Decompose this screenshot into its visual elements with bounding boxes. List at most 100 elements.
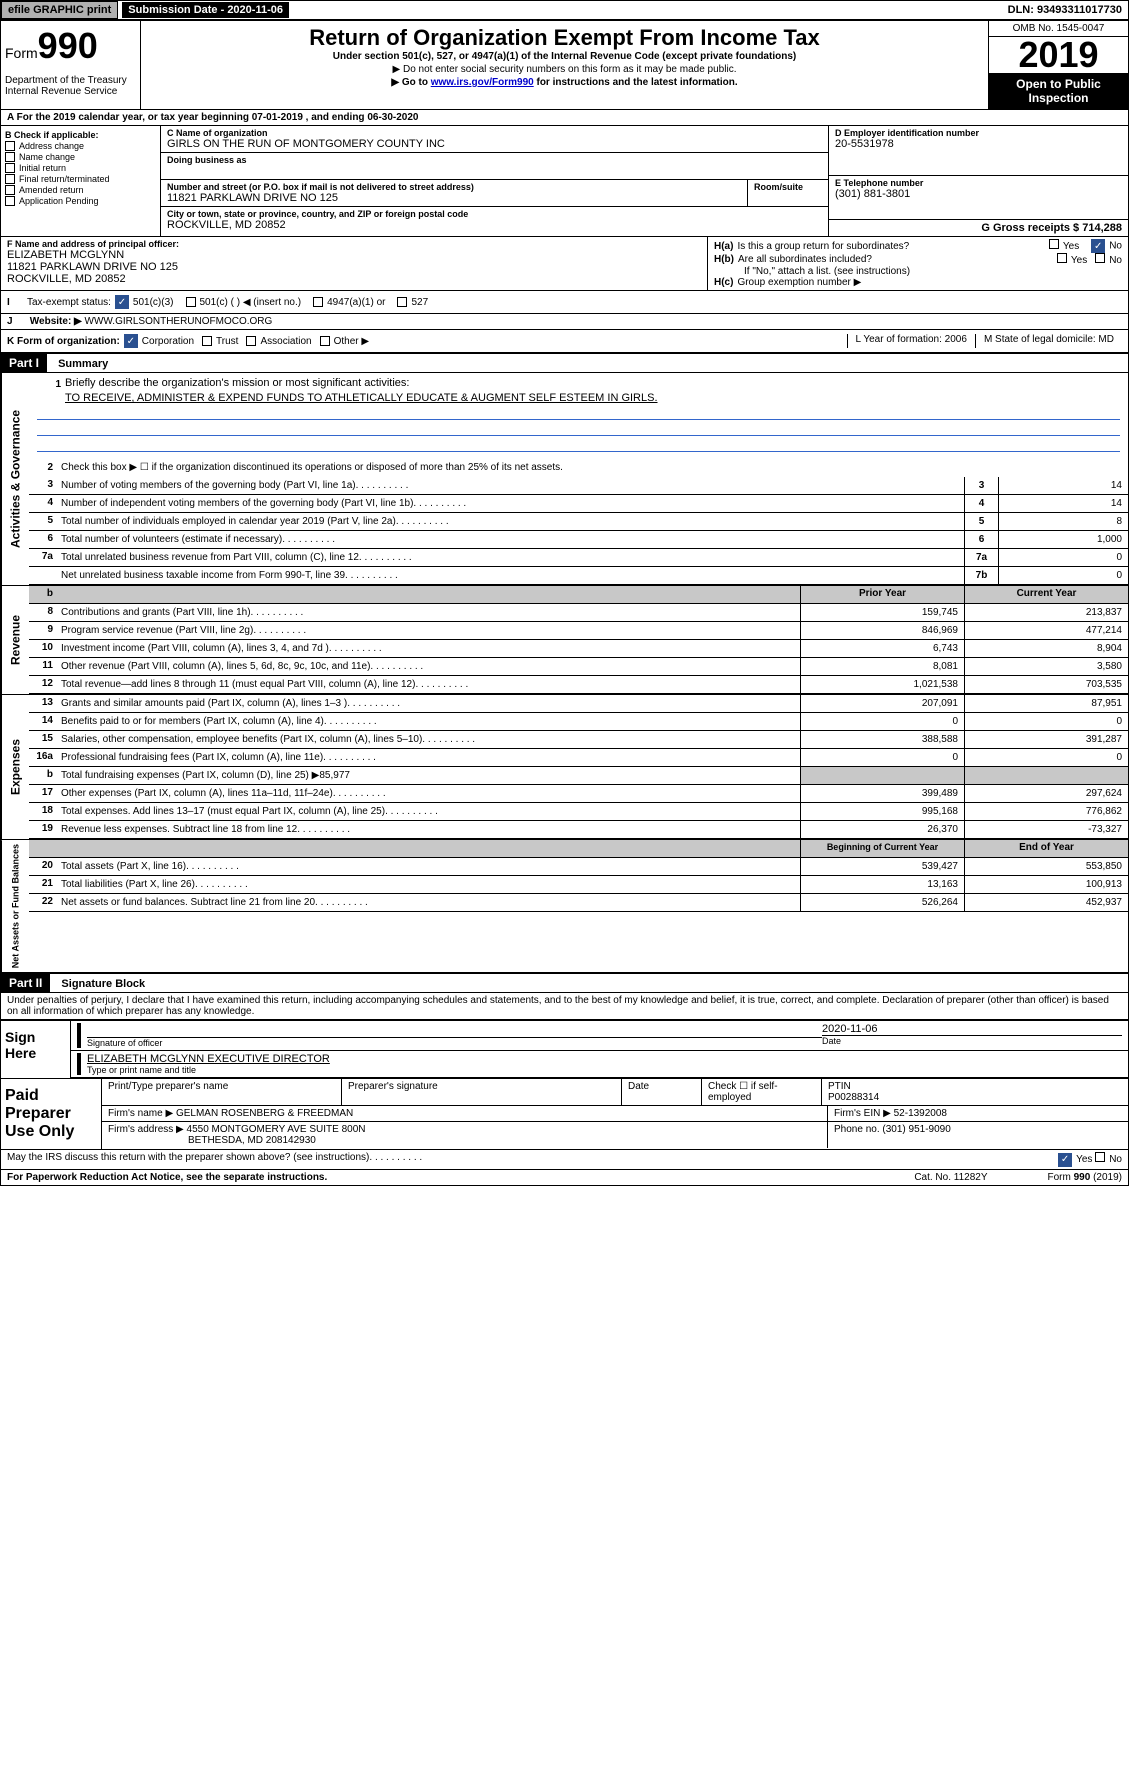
part2-title: Signature Block xyxy=(53,976,153,992)
line-text: Revenue less expenses. Subtract line 18 … xyxy=(57,821,800,838)
hdr-ptin: PTIN xyxy=(828,1081,1122,1092)
tab-net-assets: Net Assets or Fund Balances xyxy=(1,840,29,972)
line-text: Total number of volunteers (estimate if … xyxy=(57,531,964,548)
line-text: Number of independent voting members of … xyxy=(57,495,964,512)
header-right: OMB No. 1545-0047 2019 Open to Public In… xyxy=(988,21,1128,109)
d-label: D Employer identification number xyxy=(835,128,1122,138)
hdr-end-year: End of Year xyxy=(964,840,1128,857)
firm-addr2: BETHESDA, MD 208142930 xyxy=(108,1135,821,1146)
opt-4947: 4947(a)(1) or xyxy=(327,297,385,308)
form-number: 990 xyxy=(38,25,98,66)
l1-text: Briefly describe the organization's miss… xyxy=(65,377,409,392)
discuss-row: May the IRS discuss this return with the… xyxy=(1,1149,1128,1169)
line-text: Total unrelated business revenue from Pa… xyxy=(57,549,964,566)
city-label: City or town, state or province, country… xyxy=(167,209,822,219)
header-center: Return of Organization Exempt From Incom… xyxy=(141,21,988,109)
part1-header-row: Part I Summary xyxy=(1,354,1128,373)
tab-governance: Activities & Governance xyxy=(1,373,29,585)
g-receipts: G Gross receipts $ 714,288 xyxy=(981,222,1122,234)
discuss-yes: Yes xyxy=(1076,1154,1092,1165)
irs-link[interactable]: www.irs.gov/Form990 xyxy=(431,77,534,88)
opt-assoc: Association xyxy=(260,336,311,347)
b-opt: Final return/terminated xyxy=(19,174,110,184)
e-label: E Telephone number xyxy=(835,178,1122,188)
c-name-label: C Name of organization xyxy=(167,128,822,138)
opt-527: 527 xyxy=(411,297,428,308)
phone-value: (301) 881-3801 xyxy=(835,188,1122,200)
part1-badge: Part I xyxy=(1,354,47,372)
perjury-statement: Under penalties of perjury, I declare th… xyxy=(1,993,1128,1019)
line-text: Other expenses (Part IX, column (A), lin… xyxy=(57,785,800,802)
print-name-label: Type or print name and title xyxy=(87,1065,1122,1075)
dept-treasury: Department of the Treasury Internal Reve… xyxy=(5,75,136,97)
line-text: Contributions and grants (Part VIII, lin… xyxy=(57,604,800,621)
line-text: Total fundraising expenses (Part IX, col… xyxy=(57,767,800,784)
line-text: Total revenue—add lines 8 through 11 (mu… xyxy=(57,676,800,693)
org-name: GIRLS ON THE RUN OF MONTGOMERY COUNTY IN… xyxy=(167,138,822,150)
firm-addr: 4550 MONTGOMERY AVE SUITE 800N xyxy=(187,1124,366,1135)
note-link: ▶ Go to www.irs.gov/Form990 for instruct… xyxy=(145,77,984,88)
part1-title: Summary xyxy=(50,356,116,372)
b-opt: Address change xyxy=(19,141,84,151)
hdr-self-employed: Check ☐ if self-employed xyxy=(702,1079,822,1105)
firm-name-label: Firm's name ▶ xyxy=(108,1108,173,1119)
no-checked: ✓ xyxy=(1091,239,1105,253)
website-url: WWW.GIRLSONTHERUNOFMOCO.ORG xyxy=(85,316,273,327)
col-b: B Check if applicable: Address changeNam… xyxy=(1,126,161,236)
hb-text: Are all subordinates included? xyxy=(738,254,872,265)
ein-value: 20-5531978 xyxy=(835,138,1122,150)
firm-ein-label: Firm's EIN ▶ xyxy=(834,1108,891,1119)
501c3-checked: ✓ xyxy=(115,295,129,309)
j-label: Website: ▶ xyxy=(30,316,82,327)
line-text: Benefits paid to or for members (Part IX… xyxy=(57,713,800,730)
b-label: B Check if applicable: xyxy=(5,130,156,140)
line-text: Total assets (Part X, line 16) xyxy=(57,858,800,875)
line-text: Grants and similar amounts paid (Part IX… xyxy=(57,695,800,712)
yes-label: Yes xyxy=(1063,241,1079,252)
revenue-section: Revenue b Prior Year Current Year 8Contr… xyxy=(1,586,1128,695)
form-subtitle: Under section 501(c), 527, or 4947(a)(1)… xyxy=(145,51,984,62)
open-public-badge: Open to Public Inspection xyxy=(989,73,1128,109)
k-row: K Form of organization: ✓Corporation Tru… xyxy=(1,330,1128,354)
ha-text: Is this a group return for subordinates? xyxy=(737,241,909,252)
hb-label: H(b) xyxy=(714,254,734,265)
officer-addr1: 11821 PARKLAWN DRIVE NO 125 xyxy=(7,261,701,273)
footer-cat: Cat. No. 11282Y xyxy=(914,1172,987,1183)
col-f: F Name and address of principal officer:… xyxy=(1,237,708,290)
f-label: F Name and address of principal officer: xyxy=(7,239,701,249)
tab-revenue: Revenue xyxy=(1,586,29,694)
officer-addr2: ROCKVILLE, MD 20852 xyxy=(7,273,701,285)
officer-name: ELIZABETH MCGLYNN xyxy=(7,249,701,261)
paid-preparer-label: Paid Preparer Use Only xyxy=(1,1079,101,1149)
line-text: Investment income (Part VIII, column (A)… xyxy=(57,640,800,657)
col-c: C Name of organization GIRLS ON THE RUN … xyxy=(161,126,828,236)
col-d-e-g: D Employer identification number 20-5531… xyxy=(828,126,1128,236)
discuss-no: No xyxy=(1109,1154,1122,1165)
footer-form: Form 990 (2019) xyxy=(1048,1172,1122,1183)
hdr-preparer-name: Print/Type preparer's name xyxy=(102,1079,342,1105)
l-year: L Year of formation: 2006 xyxy=(847,334,975,348)
line-text: Salaries, other compensation, employee b… xyxy=(57,731,800,748)
period-row: A For the 2019 calendar year, or tax yea… xyxy=(1,110,1128,126)
k-label: K Form of organization: xyxy=(7,336,120,347)
i-label: Tax-exempt status: xyxy=(27,297,111,308)
city-state-zip: ROCKVILLE, MD 20852 xyxy=(167,219,822,231)
hdr-date: Date xyxy=(622,1079,702,1105)
b-opt: Amended return xyxy=(19,185,84,195)
hc-text: Group exemption number ▶ xyxy=(737,277,861,288)
line-text: Total number of individuals employed in … xyxy=(57,513,964,530)
hdr-begin-year: Beginning of Current Year xyxy=(800,840,964,857)
firm-name: GELMAN ROSENBERG & FREEDMAN xyxy=(176,1108,353,1119)
hc-label: H(c) xyxy=(714,277,733,288)
section-b-through-g: B Check if applicable: Address changeNam… xyxy=(1,126,1128,237)
b-opt: Initial return xyxy=(19,163,66,173)
sig-date-label: Date xyxy=(822,1035,1122,1046)
governance-section: Activities & Governance 1Briefly describ… xyxy=(1,373,1128,586)
efile-button[interactable]: efile GRAPHIC print xyxy=(1,1,118,19)
footer-row: For Paperwork Reduction Act Notice, see … xyxy=(1,1169,1128,1185)
firm-addr-label: Firm's address ▶ xyxy=(108,1124,184,1135)
no-label-2: No xyxy=(1109,255,1122,266)
note-pre: ▶ Go to xyxy=(391,77,430,88)
line-text: Net assets or fund balances. Subtract li… xyxy=(57,894,800,911)
line-text: Total expenses. Add lines 13–17 (must eq… xyxy=(57,803,800,820)
